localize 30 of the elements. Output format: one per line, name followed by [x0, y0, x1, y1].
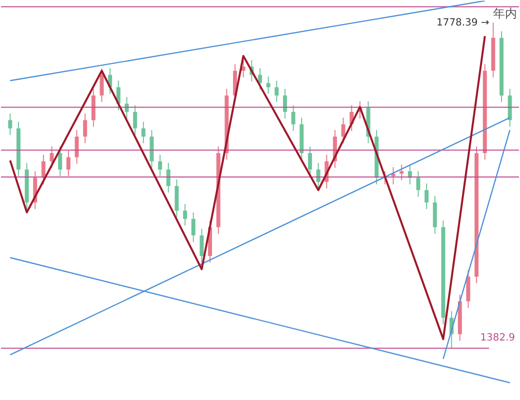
candlestick — [274, 80, 279, 103]
candlestick — [50, 146, 54, 168]
candlestick — [191, 212, 196, 242]
candlestick — [58, 146, 62, 177]
candlestick — [200, 228, 204, 264]
ref-line-label: 1382.9 — [480, 332, 516, 344]
candlestick — [133, 104, 138, 136]
candlestick — [83, 113, 88, 144]
candlestick — [282, 88, 287, 119]
candlestick — [258, 68, 262, 90]
candlestick — [124, 96, 129, 119]
annotation: 1778.39 → — [436, 18, 490, 29]
candlestick — [8, 113, 12, 136]
annotation: 年内 — [493, 6, 518, 21]
candlestick — [74, 130, 79, 164]
candlestick — [41, 154, 46, 185]
candlestick — [316, 162, 320, 189]
candlestick — [391, 166, 396, 185]
candlestick — [158, 154, 162, 177]
candlestick — [141, 121, 146, 144]
candlestick — [116, 80, 120, 111]
candlestick — [266, 76, 270, 94]
candlestick — [183, 204, 188, 226]
candlestick — [166, 162, 170, 194]
candlestick — [424, 183, 429, 210]
candlestick — [66, 150, 70, 177]
candlestick — [408, 164, 412, 185]
candlestick — [341, 117, 346, 144]
candlestick — [291, 104, 296, 132]
candlestick — [400, 164, 404, 181]
